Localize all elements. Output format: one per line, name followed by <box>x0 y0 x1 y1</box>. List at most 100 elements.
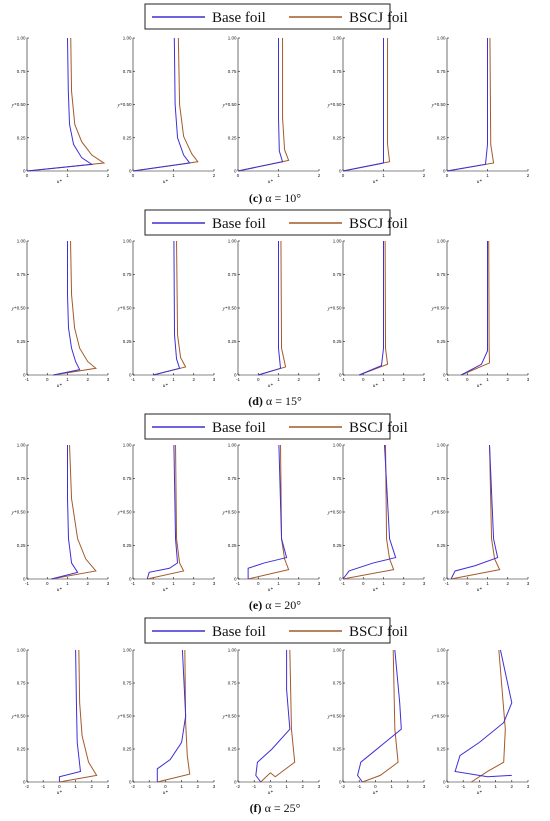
x-tick-label: 3 <box>423 581 426 586</box>
y-tick-label: 0.25 <box>437 747 446 752</box>
y-tick-label: 0.50 <box>17 510 26 515</box>
y-tick-label: 0 <box>339 169 342 174</box>
bscj-foil-series-line <box>342 38 391 172</box>
y-tick-label: 0.75 <box>228 476 237 481</box>
x-tick-label: 0 <box>446 173 449 178</box>
x-tick-label: 2 <box>192 377 195 382</box>
panel-caption: (d) α = 15° <box>248 394 302 408</box>
y-axis-label: y* <box>222 715 228 720</box>
y-tick-label: 0 <box>443 169 446 174</box>
subplot: 00.250.500.751.00y*-1 0 1 2 3u* <box>431 443 530 593</box>
x-tick-label: 1 <box>180 784 183 789</box>
x-tick-label: 1 <box>486 581 489 586</box>
y-axis-label: y* <box>11 104 17 109</box>
x-tick-label: 1 <box>172 581 175 586</box>
x-tick-label: -1 <box>357 784 361 789</box>
x-axis-label: u* <box>163 180 169 185</box>
x-axis-label: u* <box>163 588 169 593</box>
y-tick-label: 0.75 <box>333 69 342 74</box>
x-tick-label: 1 <box>277 581 280 586</box>
x-axis-label: u* <box>57 791 63 796</box>
subplot: 00.250.500.751.00y*-1 0 1 2 3u* <box>117 443 216 593</box>
x-axis-label: u* <box>163 791 169 796</box>
y-tick-label: 1.00 <box>228 239 237 244</box>
y-tick-label: 0.75 <box>228 69 237 74</box>
x-tick-label: 1 <box>486 173 489 178</box>
subplot: 00.250.500.751.00y*-1 0 1 2 3u* <box>117 239 216 389</box>
x-tick-label: -1 <box>341 377 345 382</box>
y-tick-label: 0.25 <box>123 747 132 752</box>
y-tick-label: 1.00 <box>333 443 342 448</box>
subplot: 0 0.25 0.50 0.75 1.00 y* 0 1 2 u* <box>431 36 530 185</box>
y-tick-label: 0.50 <box>17 306 26 311</box>
y-tick-label: 0.75 <box>17 272 26 277</box>
x-tick-label: -1 <box>147 784 151 789</box>
legend-label-bscj: BSCJ foil <box>349 10 408 26</box>
x-tick-label: 3 <box>213 377 216 382</box>
y-tick-label: 0.25 <box>437 135 446 140</box>
base-foil-series-line <box>153 240 181 376</box>
x-axis-label: u* <box>373 588 379 593</box>
x-tick-label: 2 <box>197 784 200 789</box>
x-axis-label: u* <box>373 384 379 389</box>
x-tick-label: 0 <box>374 784 377 789</box>
y-tick-label: 0.25 <box>333 135 342 140</box>
x-tick-label: 1 <box>172 173 175 178</box>
legend: Base foil BSCJ foil <box>144 617 408 644</box>
x-axis-label: u* <box>373 180 379 185</box>
y-tick-label: 0.75 <box>228 681 237 686</box>
x-tick-label: -2 <box>236 784 240 789</box>
base-foil-series-line <box>58 649 82 782</box>
y-tick-label: 0.25 <box>228 135 237 140</box>
x-tick-label: 1 <box>66 377 69 382</box>
x-tick-label: -2 <box>25 784 29 789</box>
y-axis-label: y* <box>431 307 437 312</box>
x-tick-label: 1 <box>66 581 69 586</box>
y-tick-label: 0.75 <box>437 272 446 277</box>
y-tick-label: 1.00 <box>17 36 26 41</box>
base-foil-series-line <box>446 38 488 172</box>
subplot: 00.250.500.751.00y*-1 0 1 2 3u* <box>11 443 110 593</box>
bscj-foil-series-line <box>157 649 191 783</box>
y-tick-label: 0.25 <box>333 543 342 548</box>
bscj-foil-series-line <box>53 240 98 376</box>
base-foil-series-line <box>258 241 282 376</box>
bscj-foil-series-line <box>153 240 187 376</box>
bscj-foil-series-line <box>362 649 399 783</box>
subplot: 00.250.500.751.00y*-1 0 1 2 3u* <box>327 443 426 593</box>
x-tick-label: -1 <box>236 581 240 586</box>
y-tick-label: 0 <box>23 169 26 174</box>
y-tick-label: 0 <box>443 373 446 378</box>
y-tick-label: 0.50 <box>437 714 446 719</box>
x-tick-label: 3 <box>107 377 110 382</box>
y-tick-label: 0.50 <box>333 306 342 311</box>
caption-letter: (c) <box>249 191 262 205</box>
legend-label-bscj: BSCJ foil <box>349 420 408 436</box>
y-axis-label: y* <box>117 715 123 720</box>
y-tick-label: 0.50 <box>123 306 132 311</box>
y-tick-label: 0.25 <box>123 135 132 140</box>
x-tick-label: 2 <box>86 377 89 382</box>
x-tick-label: 2 <box>192 581 195 586</box>
base-foil-series-line <box>342 38 384 172</box>
x-tick-label: 2 <box>506 581 509 586</box>
y-tick-label: 0.75 <box>123 476 132 481</box>
bscj-foil-series-line <box>26 37 106 172</box>
x-tick-label: 2 <box>91 784 94 789</box>
bscj-foil-series-line <box>51 444 97 580</box>
x-tick-label: 0 <box>132 173 135 178</box>
y-tick-label: 0.50 <box>437 306 446 311</box>
x-tick-label: -1 <box>341 581 345 586</box>
y-tick-label: 0 <box>234 577 237 582</box>
x-tick-label: 0 <box>46 377 49 382</box>
y-tick-label: 0 <box>129 169 132 174</box>
x-tick-label: 1 <box>390 784 393 789</box>
legend-label-base: Base foil <box>212 10 266 26</box>
y-tick-label: 0 <box>234 780 237 785</box>
x-tick-label: 1 <box>494 784 497 789</box>
y-tick-label: 0.75 <box>437 681 446 686</box>
panel-caption: (c) α = 10° <box>249 191 301 205</box>
x-tick-label: 2 <box>297 377 300 382</box>
